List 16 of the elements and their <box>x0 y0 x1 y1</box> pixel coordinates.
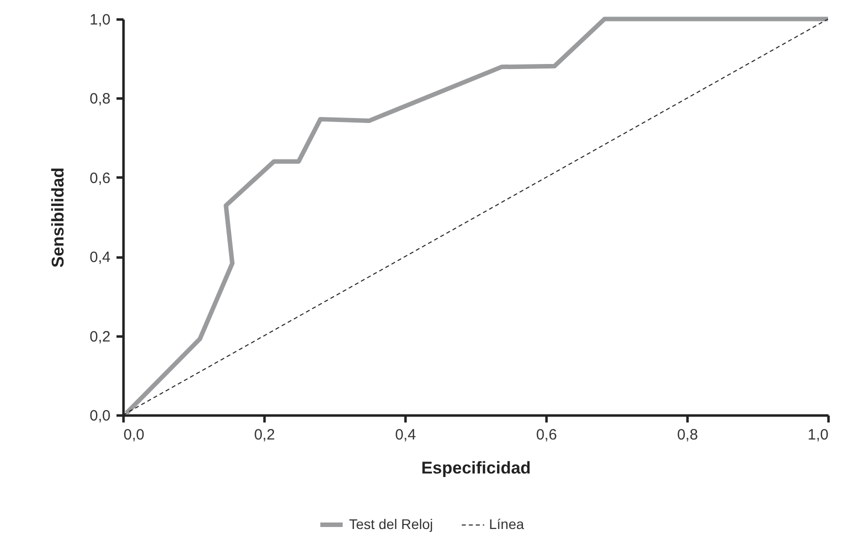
x-tick-label: 0,2 <box>254 426 275 444</box>
y-tick-label: 0,4 <box>90 249 110 266</box>
y-tick-label: 1,0 <box>90 12 110 28</box>
y-tick-label: 0,0 <box>90 408 110 424</box>
legend-label: Test del Reloj <box>349 516 434 532</box>
y-tick-label: 0,2 <box>90 328 110 346</box>
x-axis-title: Especificidad <box>421 458 531 478</box>
y-tick-label: 0,8 <box>90 90 110 108</box>
x-tick-label: 0,4 <box>395 426 416 444</box>
x-tick-label: 0,0 <box>124 426 144 444</box>
x-tick-label: 1,0 <box>808 426 828 444</box>
x-tick-label: 0,8 <box>677 426 698 444</box>
y-tick-label: 0,6 <box>90 170 110 187</box>
x-tick-label: 0,6 <box>536 426 557 444</box>
y-axis-title: Sensibilidad <box>48 167 68 268</box>
legend-label: Línea <box>489 516 524 532</box>
